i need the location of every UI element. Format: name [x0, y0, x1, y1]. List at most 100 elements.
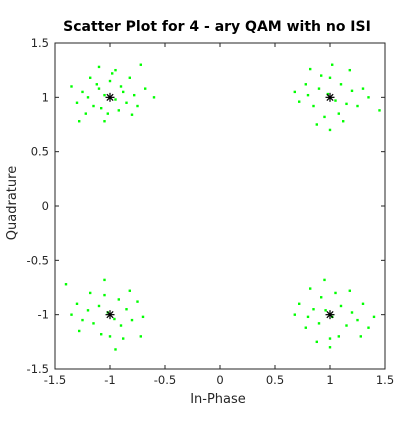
x-axis-label: In-Phase: [190, 392, 246, 407]
received-sample-point: [323, 116, 325, 118]
received-sample-point: [144, 87, 146, 89]
received-sample-point: [136, 300, 138, 302]
x-tick-label: -1: [104, 373, 115, 387]
x-tick-label: 1: [326, 373, 333, 387]
chart-title: Scatter Plot for 4 - ary QAM with no ISI: [63, 19, 371, 35]
received-sample-point: [362, 87, 364, 89]
received-sample-point: [114, 348, 116, 350]
received-sample-point: [107, 112, 109, 114]
received-sample-point: [120, 85, 122, 87]
received-sample-point: [129, 77, 131, 79]
received-sample-point: [316, 341, 318, 343]
received-sample-point: [309, 68, 311, 70]
received-sample-point: [351, 311, 353, 313]
received-sample-point: [103, 94, 105, 96]
received-sample-point: [96, 83, 98, 85]
received-sample-point: [89, 292, 91, 294]
received-sample-point: [65, 283, 67, 285]
received-sample-point: [378, 109, 380, 111]
received-sample-point: [76, 102, 78, 104]
received-sample-point: [100, 107, 102, 109]
received-sample-point: [140, 64, 142, 66]
x-tick-label: 0.5: [266, 373, 284, 387]
received-sample-point: [125, 308, 127, 310]
received-sample-point: [92, 322, 94, 324]
received-sample-point: [81, 91, 83, 93]
received-sample-point: [329, 346, 331, 348]
received-sample-point: [153, 96, 155, 98]
received-sample-point: [345, 103, 347, 105]
received-sample-point: [98, 87, 100, 89]
received-sample-point: [356, 319, 358, 321]
received-sample-point: [103, 294, 105, 296]
received-sample-point: [298, 303, 300, 305]
received-sample-point: [118, 109, 120, 111]
received-sample-point: [318, 322, 320, 324]
received-sample-point: [316, 123, 318, 125]
received-sample-point: [312, 308, 314, 310]
received-sample-point: [136, 105, 138, 107]
received-sample-point: [109, 80, 111, 82]
received-sample-point: [307, 94, 309, 96]
received-sample-point: [334, 292, 336, 294]
received-sample-point: [111, 72, 113, 74]
y-tick-label: 0.5: [31, 145, 49, 159]
received-sample-point: [323, 279, 325, 281]
x-tick-label: 0: [216, 373, 223, 387]
received-sample-point: [294, 91, 296, 93]
y-tick-label: 0: [42, 199, 49, 213]
received-sample-point: [114, 69, 116, 71]
received-sample-point: [345, 324, 347, 326]
received-sample-point: [338, 112, 340, 114]
constellation-point: [326, 310, 335, 319]
received-sample-point: [334, 99, 336, 101]
received-sample-point: [305, 83, 307, 85]
received-sample-point: [329, 77, 331, 79]
received-sample-point: [307, 316, 309, 318]
received-sample-point: [312, 105, 314, 107]
received-sample-point: [120, 324, 122, 326]
received-sample-point: [349, 290, 351, 292]
received-sample-point: [70, 313, 72, 315]
received-sample-point: [122, 91, 124, 93]
received-sample-point: [305, 327, 307, 329]
received-sample-point: [367, 96, 369, 98]
received-sample-point: [349, 69, 351, 71]
received-sample-point: [78, 330, 80, 332]
received-sample-point: [98, 66, 100, 68]
y-tick-label: -1: [38, 308, 49, 322]
received-sample-point: [318, 87, 320, 89]
received-sample-point: [98, 305, 100, 307]
received-sample-point: [133, 94, 135, 96]
received-sample-point: [113, 318, 115, 320]
y-tick-label: -1.5: [27, 362, 49, 376]
received-sample-point: [373, 316, 375, 318]
received-sample-point: [118, 298, 120, 300]
received-sample-point: [70, 85, 72, 87]
received-sample-point: [340, 305, 342, 307]
received-sample-point: [367, 327, 369, 329]
received-sample-point: [320, 74, 322, 76]
received-sample-point: [129, 290, 131, 292]
received-sample-point: [131, 319, 133, 321]
received-sample-point: [114, 98, 116, 100]
received-sample-point: [309, 287, 311, 289]
received-sample-point: [360, 335, 362, 337]
received-sample-point: [342, 120, 344, 122]
received-sample-point: [125, 102, 127, 104]
received-sample-point: [92, 105, 94, 107]
x-tick-label: 1.5: [376, 373, 394, 387]
received-sample-point: [294, 313, 296, 315]
y-axis-label: Quadrature: [5, 166, 20, 240]
received-sample-point: [320, 296, 322, 298]
received-sample-point: [122, 337, 124, 339]
received-sample-point: [100, 333, 102, 335]
constellation-point: [106, 310, 115, 319]
received-sample-point: [76, 303, 78, 305]
received-sample-point: [78, 120, 80, 122]
received-sample-point: [331, 64, 333, 66]
x-tick-label: -0.5: [154, 373, 176, 387]
received-sample-point: [131, 114, 133, 116]
